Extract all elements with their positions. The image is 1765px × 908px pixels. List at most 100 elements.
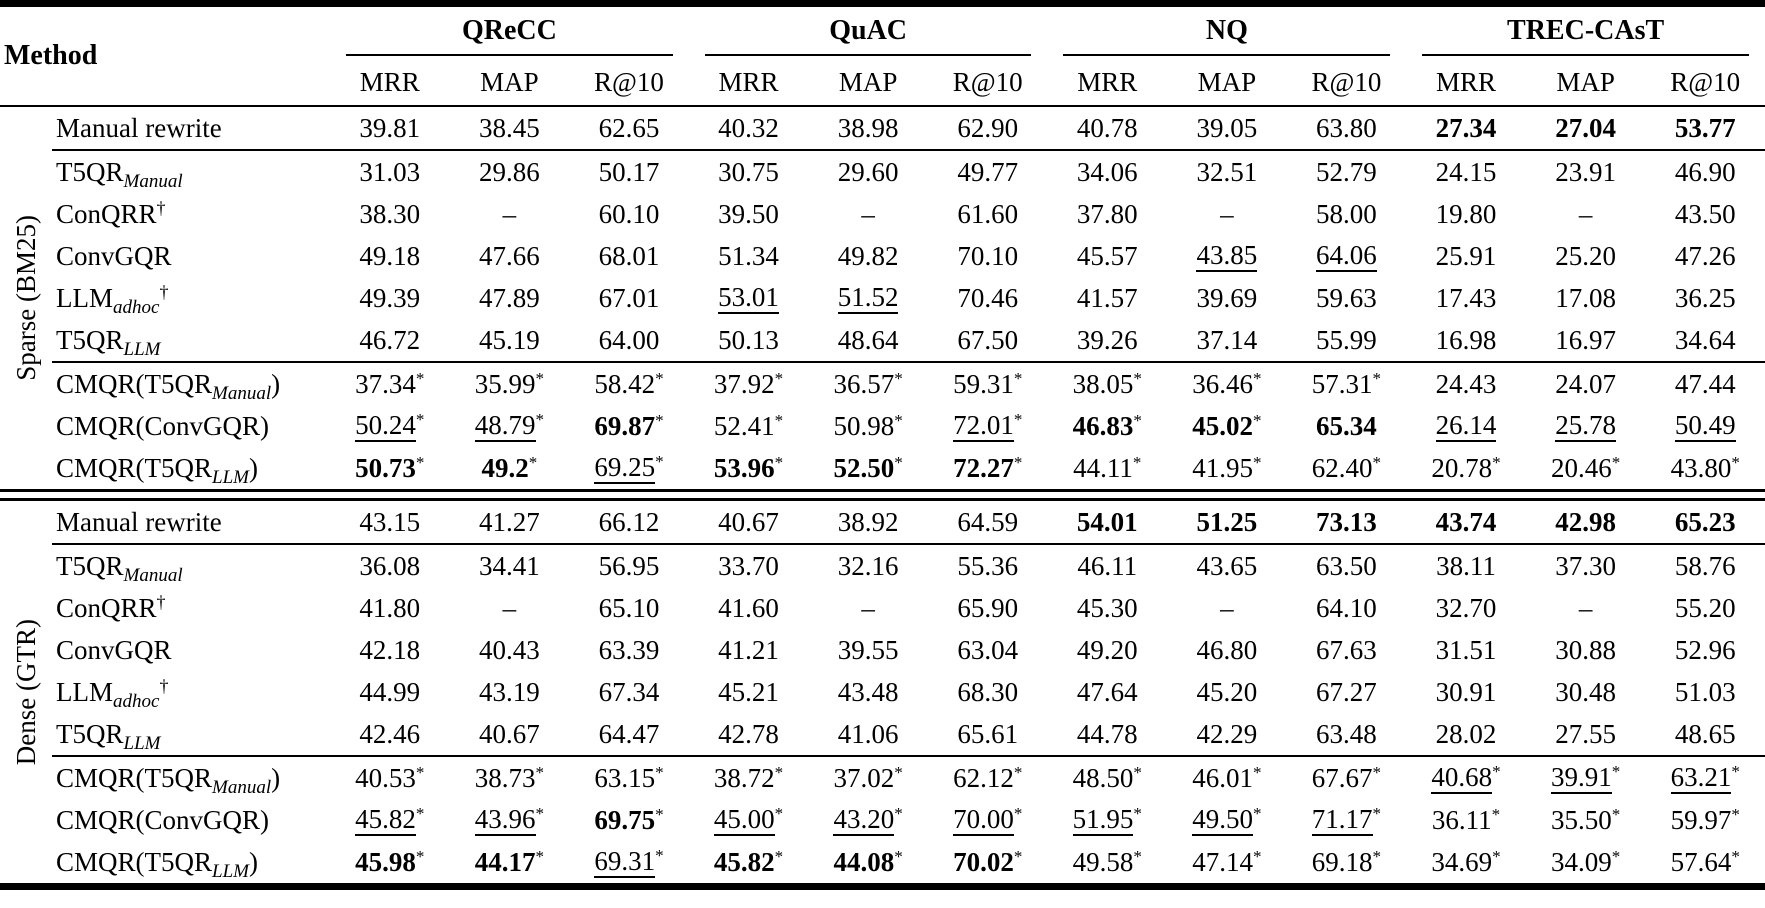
value-text: 62.12 [953, 762, 1014, 793]
metric-value: 46.90 [1645, 149, 1765, 193]
metric-header: MAP [808, 59, 928, 107]
significance-star: * [774, 410, 784, 430]
method-name: T5QRLLM [52, 713, 330, 756]
value-text: 48.64 [837, 324, 899, 355]
dataset-group-rule: TREC-CAsT [1422, 7, 1749, 56]
value-text: 51.03 [1674, 676, 1736, 707]
metric-value: 32.51 [1167, 149, 1287, 193]
metric-value: 47.64 [1047, 671, 1167, 713]
metric-value: 51.95* [1047, 799, 1167, 841]
method-text: CMQR(ConvGQR) [56, 804, 270, 835]
significance-star: * [655, 410, 664, 430]
significance-star: * [1252, 368, 1262, 388]
significance-star: * [1372, 762, 1382, 782]
metric-value: 64.59 [928, 500, 1048, 545]
significance-star: * [774, 762, 784, 782]
value-text: 70.00 [953, 804, 1014, 837]
value-text: – [502, 198, 517, 229]
metric-value: 58.42* [569, 361, 689, 405]
dataset-group-rule: NQ [1063, 7, 1391, 56]
value-text: 39.50 [718, 198, 779, 229]
value-text: 61.60 [957, 198, 1019, 229]
value-text: 46.72 [359, 324, 421, 355]
metric-value: 32.16 [808, 543, 928, 587]
value-text: 44.11 [1073, 452, 1133, 483]
metric-value: 29.86 [449, 149, 570, 193]
metric-value: 53.77 [1645, 106, 1765, 150]
method-text: ConvGQR [56, 634, 172, 665]
metric-value: 31.51 [1406, 629, 1526, 671]
significance-star: * [415, 452, 425, 472]
metric-value: 42.46 [330, 713, 450, 756]
metric-value: – [450, 193, 570, 235]
metric-value: 61.60 [928, 193, 1048, 235]
metric-value: 41.57 [1047, 277, 1167, 319]
value-text: 25.91 [1435, 240, 1497, 271]
metric-value: 38.72* [688, 755, 809, 799]
metric-value: 38.45 [450, 106, 570, 150]
value-text: 46.80 [1196, 634, 1258, 665]
method-subscript: adhoc [113, 296, 160, 318]
metric-value: 52.50* [808, 447, 928, 491]
metric-value: – [808, 587, 928, 629]
significance-star: * [655, 804, 664, 824]
metric-value: 65.90 [928, 587, 1048, 629]
significance-star: * [1013, 368, 1023, 388]
metric-value: 24.43 [1406, 361, 1526, 405]
value-text: 63.15 [594, 762, 656, 793]
metric-value: 51.03 [1645, 671, 1765, 713]
significance-star: * [1013, 452, 1023, 472]
metric-value: 45.02* [1167, 405, 1287, 447]
metric-value: 49.50* [1167, 799, 1287, 841]
metric-value: 53.96* [689, 447, 809, 491]
metric-value: 45.82* [330, 799, 450, 841]
significance-star: * [1013, 803, 1023, 823]
value-text: 52.41 [713, 410, 775, 441]
significance-star: * [1611, 761, 1621, 781]
significance-star: * [1252, 410, 1262, 430]
metric-value: 38.11 [1406, 543, 1526, 587]
metric-value: 47.26 [1645, 235, 1765, 277]
metric-value: 49.2* [450, 447, 570, 491]
metric-value: 42.29 [1167, 713, 1287, 756]
metric-value: 50.17 [569, 149, 689, 193]
metric-value: 49.82 [808, 235, 928, 277]
value-text: 45.98 [355, 846, 416, 877]
significance-star: * [655, 845, 664, 865]
value-text: 65.10 [598, 592, 660, 623]
value-text: 46.01 [1192, 762, 1253, 793]
value-text: 51.34 [718, 240, 779, 271]
metric-value: 43.19 [450, 671, 570, 713]
value-text: 64.10 [1316, 592, 1377, 623]
metric-value: 40.78 [1047, 106, 1167, 150]
value-text: 34.69 [1431, 846, 1493, 877]
metric-value: 24.15 [1406, 149, 1526, 193]
metric-value: 37.02* [808, 755, 928, 799]
metric-value: 63.21* [1645, 755, 1765, 799]
value-text: 38.73 [474, 762, 536, 793]
value-text: 16.98 [1435, 324, 1497, 355]
metric-value: 41.27 [450, 500, 570, 545]
metric-value: 17.43 [1406, 277, 1526, 319]
value-text: 31.03 [359, 156, 421, 187]
value-text: 63.39 [598, 634, 660, 665]
significance-star: * [535, 846, 545, 866]
value-text: 35.50 [1550, 804, 1612, 835]
value-text: – [861, 198, 875, 229]
metric-value: 70.02* [928, 841, 1048, 887]
value-text: 41.80 [359, 592, 421, 623]
value-text: 68.30 [957, 676, 1019, 707]
value-text: 66.12 [598, 506, 660, 537]
significance-star: * [415, 368, 425, 388]
significance-star: * [894, 846, 903, 866]
table-row: ConQRR† 41.80 – 65.10 41.60 – 65.90 45.30 – 64.10… [0, 587, 1765, 629]
metric-value: – [1526, 587, 1646, 629]
value-text: 38.98 [837, 112, 899, 143]
value-text: 43.15 [359, 506, 421, 537]
dataset-group-header-qrecc: QReCC [330, 4, 689, 60]
value-text: 41.57 [1076, 282, 1138, 313]
method-subscript: LLM [123, 338, 161, 360]
significance-star: * [528, 452, 538, 472]
metric-value: 70.10 [928, 235, 1048, 277]
value-text: 64.00 [598, 324, 660, 355]
